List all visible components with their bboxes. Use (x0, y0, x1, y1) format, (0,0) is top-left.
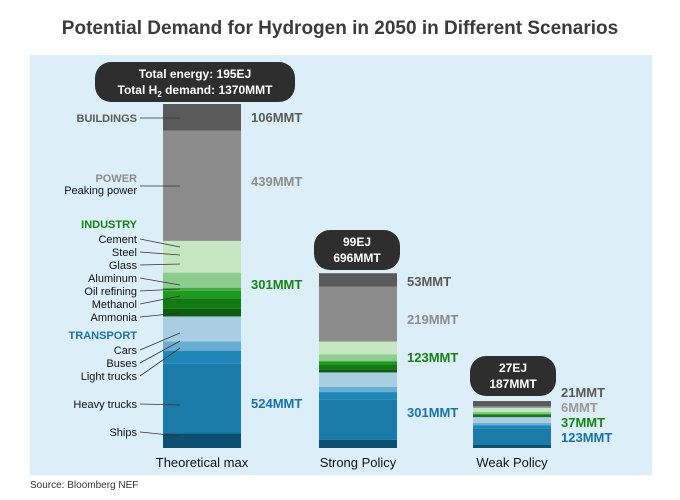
chart-title: Potential Demand for Hydrogen in 2050 in… (61, 18, 619, 39)
bar-segment-industry-0-3 (163, 287, 241, 291)
bar-segment-industry-2-4 (473, 411, 551, 414)
bar-segment-industry-2-0 (473, 416, 551, 418)
bar-segment-industry-1-3 (319, 360, 397, 362)
sector-title-buildings: BUILDINGS (77, 113, 138, 125)
bar-segment-industry-1-1 (319, 365, 397, 370)
data-label-transport-1: 301MMT (407, 405, 458, 420)
bar-segment-industry-1-4 (319, 354, 397, 361)
leader-transport-3 (139, 403, 181, 406)
sector-title-power: POWER (95, 173, 137, 185)
bar-segment-transport-2-3 (473, 422, 551, 426)
data-label-industry-0: 301MMT (251, 277, 302, 292)
total-bubble-1 (314, 230, 400, 270)
bar-segment-transport-0-0 (163, 433, 241, 448)
sector-title-transport: TRANSPORT (69, 330, 138, 342)
data-label-industry-2: 37MMT (561, 415, 605, 430)
bar-segment-transport-0-3 (163, 341, 241, 351)
x-tick-label-1: Strong Policy (320, 455, 397, 470)
sub-label-industry-2: Glass (109, 260, 138, 272)
total-energy-0: Total energy: 195EJ (139, 67, 252, 81)
bar-segment-transport-0-2 (163, 350, 241, 364)
bar-segment-buildings-0-0 (163, 104, 241, 131)
bar-segment-transport-1-3 (319, 386, 397, 393)
data-label-industry-1: 123MMT (407, 350, 458, 365)
total-demand-2: 187MMT (489, 377, 537, 391)
total-demand-1: 696MMT (333, 251, 381, 265)
sub-label-industry-0: Cement (98, 234, 137, 246)
leader-industry-4 (139, 288, 181, 292)
leader-transport-1 (139, 340, 181, 364)
leader-industry-1 (139, 251, 181, 256)
bar-segment-industry-2-1 (473, 414, 551, 417)
sub-label-transport-4: Ships (109, 427, 137, 439)
bar-segment-industry-0-0 (163, 308, 241, 317)
sub-label-power-0: Peaking power (64, 185, 137, 197)
bar-segment-power-2-0 (473, 406, 551, 408)
sub-label-industry-4: Oil refining (84, 286, 137, 298)
source-note: Source: Bloomberg NEF (30, 480, 139, 491)
total-demand-0: Total H2 demand: 1370MMT (118, 83, 274, 99)
total-energy-2: 27EJ (499, 361, 527, 375)
total-bubble-0 (95, 62, 295, 102)
bar-segment-industry-1-0 (319, 369, 397, 373)
bar-segment-transport-1-1 (319, 399, 397, 440)
data-label-transport-2: 123MMT (561, 430, 612, 445)
sub-label-industry-6: Ammonia (91, 312, 138, 324)
sub-label-transport-2: Light trucks (81, 371, 138, 383)
leader-transport-4 (139, 431, 181, 437)
leader-industry-5 (139, 295, 181, 305)
bar-segment-buildings-2-0 (473, 401, 551, 407)
bar-segment-transport-0-4 (163, 316, 241, 342)
sub-label-industry-3: Aluminum (88, 273, 137, 285)
bar-segment-industry-0-4 (163, 272, 241, 288)
bar-segment-transport-2-1 (473, 428, 551, 445)
leader-transport-0 (139, 332, 181, 351)
data-label-power-1: 219MMT (407, 312, 458, 327)
bar-segment-industry-1-5 (319, 341, 397, 355)
leader-industry-6 (139, 312, 181, 318)
leader-industry-3 (139, 277, 181, 286)
data-label-power-0: 439MMT (251, 174, 302, 189)
leader-industry-0 (139, 238, 181, 248)
data-label-buildings-2: 21MMT (561, 385, 605, 400)
bar-segment-transport-0-1 (163, 363, 241, 434)
sub-label-industry-5: Methanol (92, 299, 137, 311)
sub-label-transport-0: Cars (114, 345, 138, 357)
bar-segment-transport-1-2 (319, 392, 397, 400)
bar-segment-transport-2-2 (473, 425, 551, 429)
bar-segment-industry-2-3 (473, 413, 551, 415)
total-energy-1: 99EJ (343, 235, 371, 249)
bar-segment-transport-1-0 (319, 439, 397, 448)
leader-transport-2 (139, 347, 181, 377)
sub-label-transport-1: Buses (106, 358, 137, 370)
bar-segment-industry-2-2 (473, 413, 551, 415)
bar-segment-power-1-0 (319, 286, 397, 342)
bar-segment-transport-1-4 (319, 372, 397, 387)
data-label-buildings-0: 106MMT (251, 110, 302, 125)
bar-segment-industry-2-5 (473, 407, 551, 412)
bar-segment-transport-2-4 (473, 417, 551, 423)
bar-segment-buildings-1-0 (319, 273, 397, 287)
sub-label-industry-1: Steel (112, 247, 137, 259)
data-label-power-2: 6MMT (561, 400, 598, 415)
data-label-buildings-1: 53MMT (407, 274, 451, 289)
bar-segment-industry-0-2 (163, 290, 241, 299)
leader-industry-2 (139, 263, 181, 266)
data-label-transport-0: 524MMT (251, 396, 302, 411)
bar-segment-industry-1-2 (319, 361, 397, 366)
x-tick-label-0: Theoretical max (156, 455, 249, 470)
x-tick-label-2: Weak Policy (476, 455, 548, 470)
sub-label-transport-3: Heavy trucks (73, 399, 137, 411)
bar-segment-transport-2-0 (473, 444, 551, 448)
bar-segment-industry-0-1 (163, 298, 241, 309)
total-bubble-2 (470, 356, 556, 396)
sector-title-industry: INDUSTRY (81, 219, 137, 231)
